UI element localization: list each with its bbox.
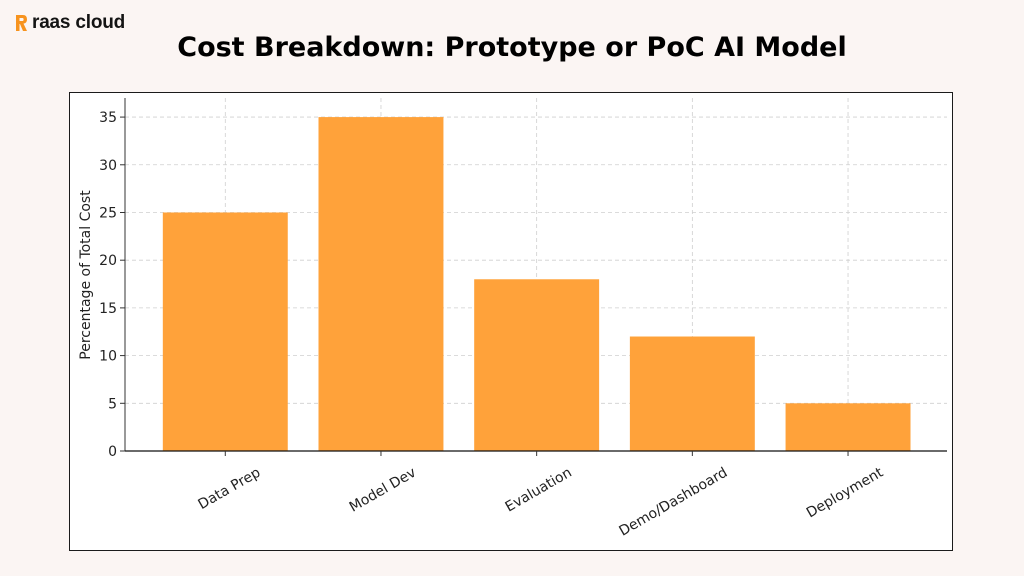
y-tick-label: 5 [108,396,117,412]
x-tick-label: Demo/Dashboard [616,465,730,540]
y-tick-label: 35 [99,110,117,126]
x-tick-label: Evaluation [503,465,575,516]
chart-title: Cost Breakdown: Prototype or PoC AI Mode… [177,32,847,63]
brand-name: raas cloud [32,12,126,33]
bar-model-dev [318,117,444,451]
brand-mark-icon [16,15,27,31]
x-tick-label: Deployment [804,464,887,521]
bar-deployment [785,403,911,451]
y-axis-label: Percentage of Total Cost [78,190,94,360]
x-tick-label: Model Dev [347,465,419,516]
bar-evaluation [474,279,600,451]
bar-demo-dashboard [629,336,755,451]
x-tick-label: Data Prep [196,465,264,513]
brand-logo: raas cloud [14,12,125,34]
y-tick-label: 0 [108,444,117,460]
y-tick-label: 10 [99,349,117,365]
y-tick-label: 30 [99,158,117,174]
y-tick-label: 20 [99,253,117,269]
y-tick-label: 15 [99,301,117,317]
y-tick-label: 25 [99,205,117,221]
bar-data-prep [162,212,288,451]
